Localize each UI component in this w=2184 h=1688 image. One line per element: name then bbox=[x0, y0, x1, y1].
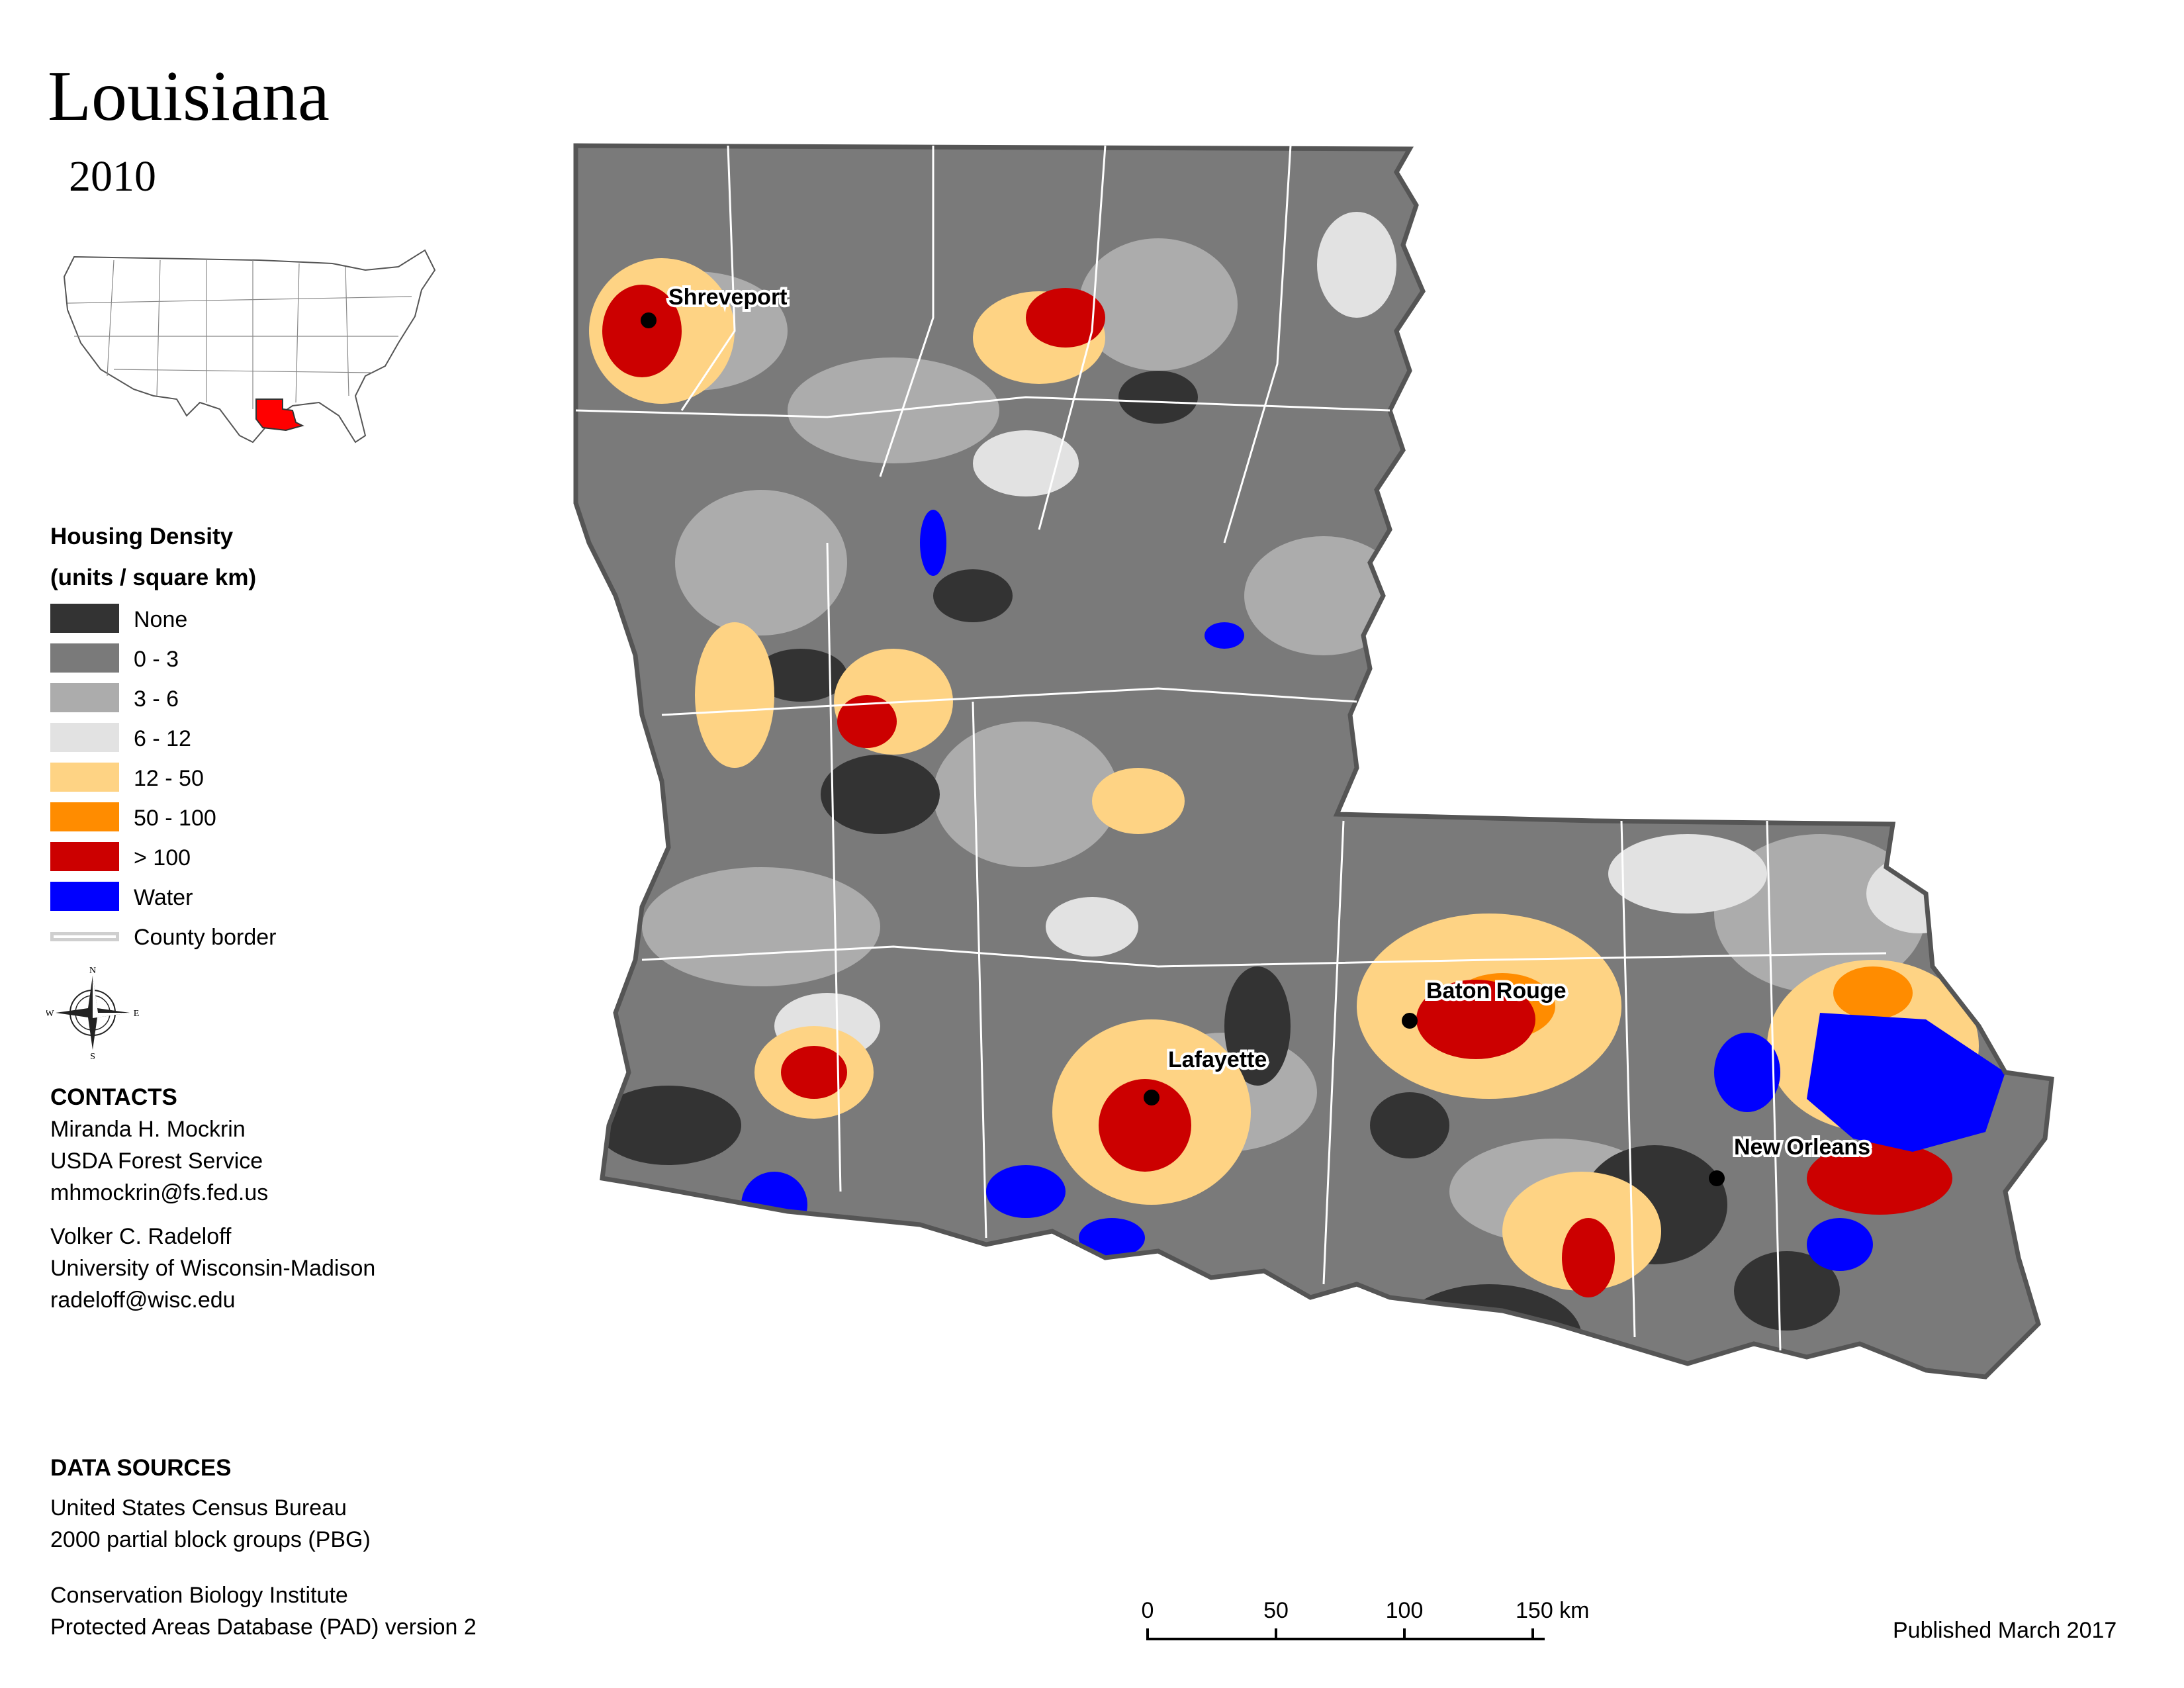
legend-item: None bbox=[50, 598, 514, 638]
compass-n: N bbox=[89, 966, 96, 976]
legend-swatch bbox=[50, 763, 119, 792]
data-sources-block: DATA SOURCES United States Census Bureau… bbox=[50, 1452, 477, 1643]
legend-units: (units / square km) bbox=[50, 565, 257, 590]
legend-label: 12 - 50 bbox=[134, 766, 204, 791]
compass-rose-icon: N S E W bbox=[46, 966, 139, 1059]
city-label-baton-rouge: Baton Rouge bbox=[1426, 978, 1567, 1004]
scale-tick-150: 150 km bbox=[1516, 1598, 1588, 1623]
city-lafayette: Lafayette bbox=[1144, 1045, 1269, 1105]
data-source-line4: Protected Areas Database (PAD) version 2 bbox=[50, 1615, 477, 1640]
published-date: Published March 2017 bbox=[1893, 1618, 2117, 1643]
legend-item: 3 - 6 bbox=[50, 678, 514, 718]
scale-tick-100: 100 bbox=[1386, 1598, 1424, 1623]
us-outline bbox=[63, 249, 436, 444]
data-source-line2: 2000 partial block groups (PBG) bbox=[50, 1527, 371, 1552]
compass-e: E bbox=[134, 1009, 139, 1019]
legend-label: 0 - 3 bbox=[134, 647, 179, 672]
legend-swatch-county-border bbox=[50, 932, 119, 941]
contact1-name: Miranda H. Mockrin bbox=[50, 1117, 246, 1142]
legend-swatch bbox=[50, 882, 119, 911]
state-outline bbox=[573, 143, 2054, 1380]
compass-s: S bbox=[90, 1052, 95, 1059]
legend-swatch bbox=[50, 802, 119, 831]
contact2-org: University of Wisconsin-Madison bbox=[50, 1256, 376, 1281]
density-over-100-patches bbox=[602, 285, 1952, 1297]
county-borders bbox=[575, 145, 1887, 1351]
legend-swatch bbox=[50, 842, 119, 871]
city-label-shreveport: Shreveport bbox=[668, 285, 788, 310]
contact1-org: USDA Forest Service bbox=[50, 1149, 263, 1174]
scale-tick-50: 50 bbox=[1263, 1598, 1289, 1623]
contact1-email[interactable]: mhmockrin@fs.fed.us bbox=[50, 1180, 269, 1205]
contact2-email[interactable]: radeloff@wisc.edu bbox=[50, 1288, 236, 1313]
map-body bbox=[576, 146, 2052, 1377]
data-source-line1: United States Census Bureau bbox=[50, 1495, 347, 1521]
contact2-name: Volker C. Radeloff bbox=[50, 1224, 232, 1249]
legend-item-county-border: County border bbox=[50, 916, 514, 956]
legend-label: Water bbox=[134, 885, 193, 910]
legend-label: 6 - 12 bbox=[134, 726, 191, 751]
legend-item: 6 - 12 bbox=[50, 718, 514, 757]
city-label-new-orleans: New Orleans bbox=[1734, 1135, 1870, 1160]
city-shreveport: Shreveport bbox=[641, 282, 790, 328]
map-title: Louisiana bbox=[48, 57, 330, 136]
data-source-line3: Conservation Biology Institute bbox=[50, 1583, 348, 1608]
legend-item: 12 - 50 bbox=[50, 757, 514, 797]
legend-item: Water bbox=[50, 876, 514, 916]
data-sources-heading: DATA SOURCES bbox=[50, 1455, 232, 1481]
legend-swatch bbox=[50, 723, 119, 752]
legend-label: > 100 bbox=[134, 845, 191, 870]
legend-title: Housing Density bbox=[50, 524, 234, 549]
city-baton-rouge: Baton Rouge bbox=[1402, 976, 1569, 1029]
legend-label: 3 - 6 bbox=[134, 686, 179, 712]
legend-swatch bbox=[50, 604, 119, 633]
legend-item: > 100 bbox=[50, 837, 514, 876]
contacts-block: CONTACTS Miranda H. Mockrin USDA Forest … bbox=[50, 1082, 375, 1316]
city-label-lafayette: Lafayette bbox=[1168, 1047, 1267, 1072]
city-new-orleans: New Orleans bbox=[1709, 1132, 1873, 1186]
legend-swatch bbox=[50, 683, 119, 712]
legend: Housing Density (units / square km) None… bbox=[50, 516, 514, 956]
scale-tick-0: 0 bbox=[1142, 1598, 1154, 1623]
map-year: 2010 bbox=[69, 152, 156, 201]
louisiana-highlight bbox=[255, 399, 304, 432]
legend-label: None bbox=[134, 607, 188, 632]
louisiana-housing-density-map: Shreveport Baton Rouge Lafayette New Orl… bbox=[573, 143, 2054, 1380]
legend-swatch bbox=[50, 643, 119, 673]
contacts-heading: CONTACTS bbox=[50, 1084, 177, 1110]
state-borders bbox=[67, 259, 412, 409]
us-locator-inset bbox=[63, 249, 436, 444]
scale-bar: 0 50 100 150 km bbox=[1142, 1598, 1588, 1640]
legend-label: 50 - 100 bbox=[134, 806, 216, 831]
legend-item: 50 - 100 bbox=[50, 797, 514, 837]
density-6-12-patches bbox=[774, 212, 1972, 1059]
legend-label-county-border: County border bbox=[134, 925, 277, 950]
legend-item: 0 - 3 bbox=[50, 638, 514, 678]
compass-w: W bbox=[46, 1009, 54, 1019]
